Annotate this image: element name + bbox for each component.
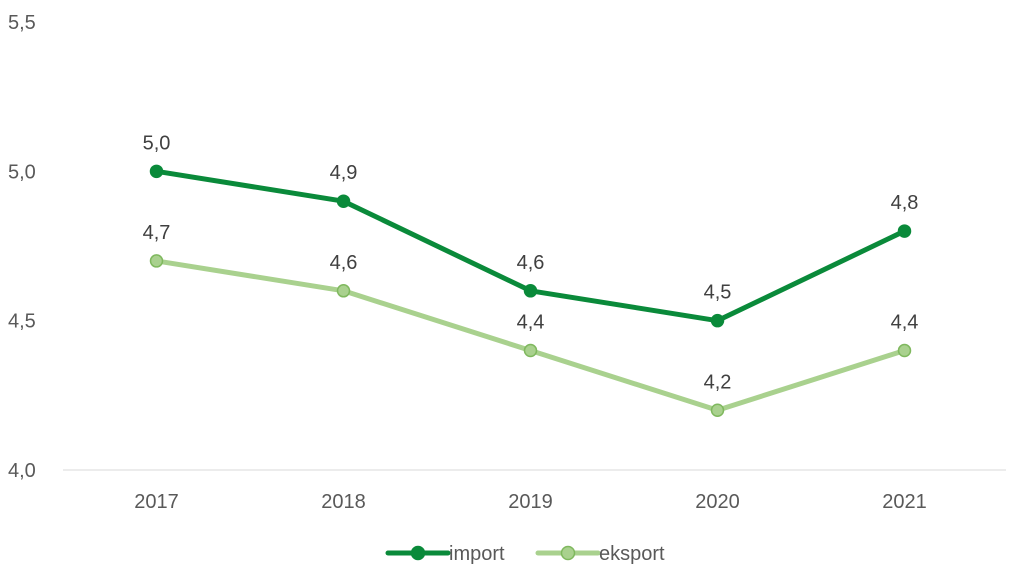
data-label-eksport: 4,6 (330, 252, 358, 274)
x-tick-label: 2017 (134, 491, 179, 513)
legend-marker-import (410, 545, 426, 561)
data-label-import: 4,8 (891, 192, 919, 214)
y-tick-label: 4,5 (8, 311, 36, 333)
data-label-eksport: 4,2 (704, 371, 732, 393)
data-point-import (523, 284, 538, 298)
legend-label-import: import (449, 543, 505, 565)
legend-marker-eksport (560, 545, 576, 561)
y-tick-label: 4,0 (8, 460, 36, 482)
x-tick-label: 2019 (508, 491, 553, 513)
data-point-eksport (897, 343, 912, 358)
data-point-import (897, 224, 912, 238)
x-tick-label: 2018 (321, 491, 366, 513)
data-point-eksport (149, 254, 164, 268)
x-tick-label: 2020 (695, 491, 740, 513)
series-points (149, 164, 912, 418)
y-axis: 4,0 4,5 5,0 5,5 (8, 12, 36, 482)
data-point-import (710, 313, 725, 328)
data-label-eksport: 4,4 (891, 312, 919, 334)
data-label-import: 4,5 (704, 282, 732, 304)
data-point-eksport (336, 284, 351, 298)
x-axis: 2017 2018 2019 2020 2021 (134, 491, 927, 513)
data-label-eksport: 4,4 (517, 312, 545, 334)
data-label-import: 4,9 (330, 162, 358, 184)
data-label-eksport: 4,7 (143, 222, 171, 244)
data-point-eksport (523, 343, 538, 358)
data-label-import: 5,0 (143, 132, 171, 154)
data-point-eksport (710, 403, 725, 418)
legend: import eksport (385, 543, 665, 565)
data-labels: 5,0 4,9 4,6 4,5 4,8 4,7 4,6 4,4 4,2 4,4 (143, 132, 919, 393)
data-label-import: 4,6 (517, 252, 545, 274)
series-line-import (154, 168, 907, 324)
data-point-import (149, 164, 164, 179)
y-tick-label: 5,5 (8, 12, 36, 34)
legend-label-eksport: eksport (599, 543, 665, 565)
y-tick-label: 5,0 (8, 161, 36, 183)
x-tick-label: 2021 (882, 491, 927, 513)
data-point-import (336, 194, 351, 208)
